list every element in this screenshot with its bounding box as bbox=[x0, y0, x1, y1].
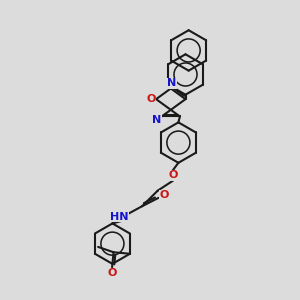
Text: O: O bbox=[107, 268, 117, 278]
Text: N: N bbox=[152, 115, 161, 125]
Text: HN: HN bbox=[110, 212, 128, 222]
Text: N: N bbox=[167, 78, 176, 88]
Text: O: O bbox=[146, 94, 155, 103]
Text: O: O bbox=[168, 170, 178, 180]
Text: O: O bbox=[160, 190, 169, 200]
